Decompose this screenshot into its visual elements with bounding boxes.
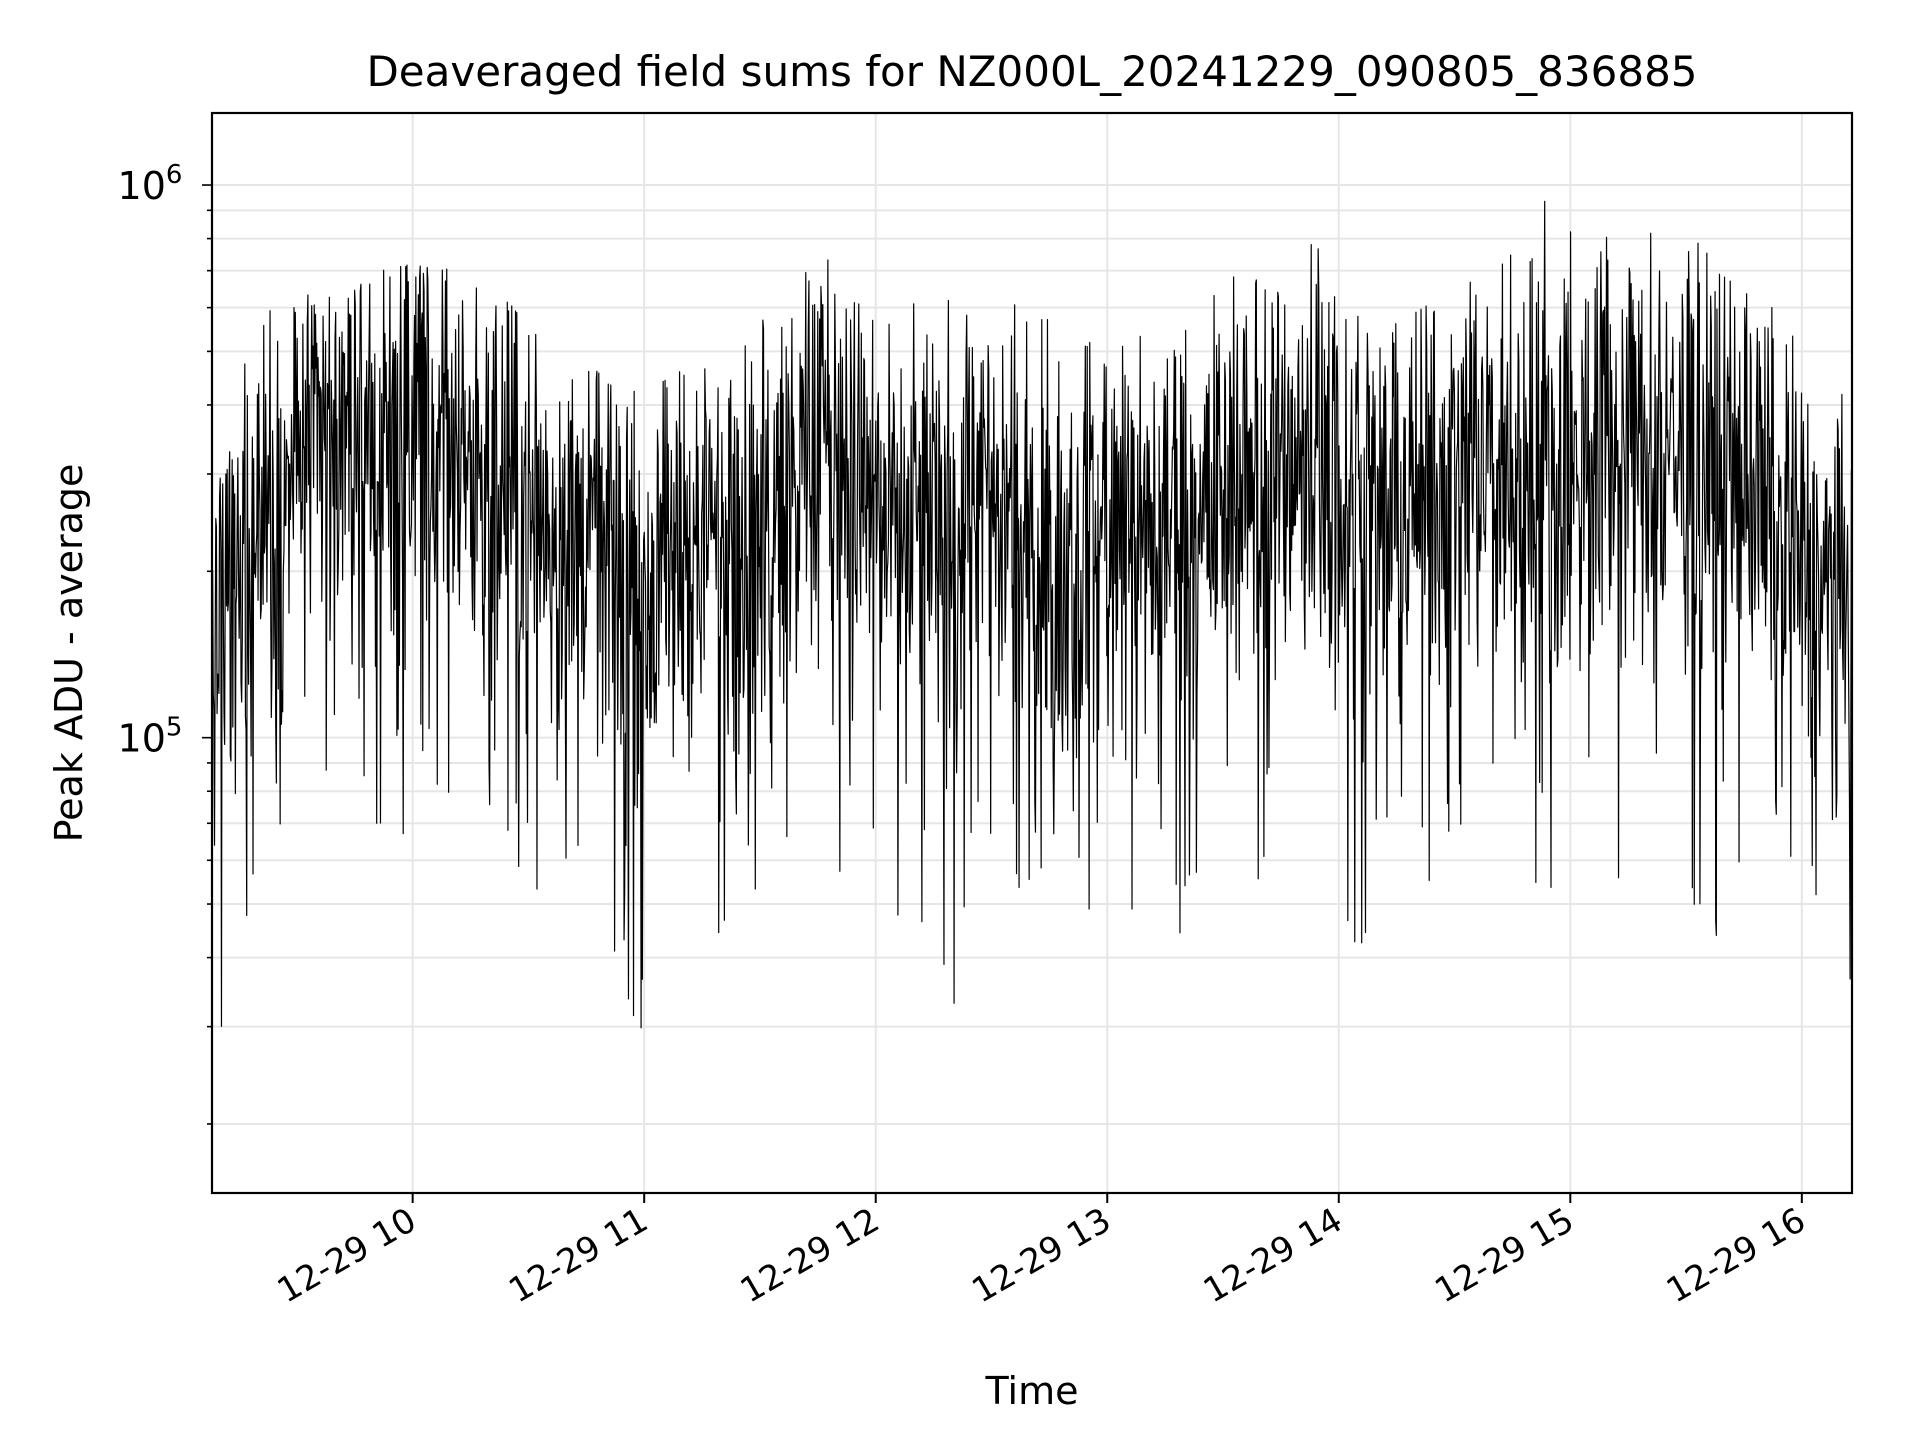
series-line	[211, 200, 1853, 1029]
y-tick-label: 106	[118, 160, 183, 208]
plot-frame	[210, 111, 1854, 1195]
series-path	[211, 200, 1853, 1029]
x-axis-label: Time	[985, 1369, 1079, 1413]
y-axis-label: Peak ADU - average	[47, 464, 91, 843]
y-tick-label: 105	[118, 713, 183, 761]
chart-title: Deaveraged field sums for NZ000L_2024122…	[366, 47, 1697, 96]
